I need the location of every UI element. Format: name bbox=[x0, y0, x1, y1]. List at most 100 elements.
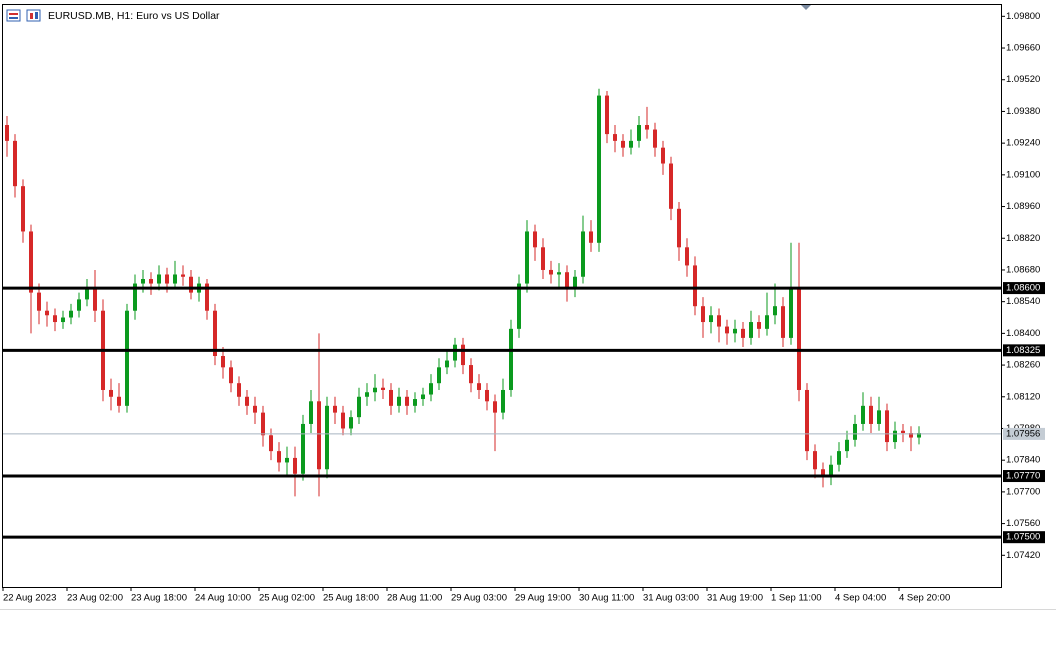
x-tick-label: 1 Sep 11:00 bbox=[771, 593, 822, 604]
x-tick-label: 24 Aug 10:00 bbox=[195, 593, 251, 604]
candle-body bbox=[901, 430, 905, 434]
candle-body bbox=[413, 399, 417, 406]
candle-body bbox=[805, 389, 809, 452]
candle-body bbox=[693, 265, 697, 307]
candle-body bbox=[917, 433, 921, 438]
candle-body bbox=[541, 247, 545, 270]
candle-body bbox=[749, 322, 753, 338]
level-label-box bbox=[1003, 470, 1045, 483]
candle-body bbox=[333, 405, 337, 413]
candle-body bbox=[493, 401, 497, 413]
y-tick-label: 1.08540 bbox=[1006, 296, 1040, 307]
candle-body bbox=[797, 288, 801, 390]
level-label-box bbox=[1003, 531, 1045, 544]
y-tick-label: 1.08960 bbox=[1006, 201, 1040, 212]
candle-body bbox=[317, 401, 321, 470]
candle-body bbox=[37, 292, 41, 311]
x-tick-label: 31 Aug 03:00 bbox=[643, 593, 699, 604]
candle-body bbox=[565, 272, 569, 289]
candle-body bbox=[285, 457, 289, 463]
x-tick-label: 23 Aug 02:00 bbox=[67, 593, 123, 604]
current-price-box bbox=[1003, 427, 1045, 440]
title-icons bbox=[6, 9, 41, 22]
candle-body bbox=[837, 451, 841, 465]
candle-body bbox=[613, 134, 617, 141]
x-tick-label: 25 Aug 02:00 bbox=[259, 593, 315, 604]
candle-body bbox=[189, 276, 193, 293]
candle-body bbox=[357, 396, 361, 418]
candle-body bbox=[893, 430, 897, 443]
candle-body bbox=[341, 412, 345, 429]
x-tick-label: 29 Aug 19:00 bbox=[515, 593, 571, 604]
candle-body bbox=[69, 310, 73, 318]
candle-body bbox=[349, 417, 353, 429]
candle-body bbox=[173, 274, 177, 284]
candle-body bbox=[301, 423, 305, 474]
candle-body bbox=[389, 389, 393, 406]
candle-body bbox=[861, 405, 865, 424]
x-tick-label: 23 Aug 18:00 bbox=[131, 593, 187, 604]
level-label: 1.07770 bbox=[1006, 471, 1040, 482]
y-tick-label: 1.08820 bbox=[1006, 233, 1040, 244]
candle-body bbox=[445, 360, 449, 368]
candle-body bbox=[789, 288, 793, 338]
y-tick-label: 1.07560 bbox=[1006, 518, 1040, 529]
candle-body bbox=[237, 383, 241, 397]
candle-body bbox=[253, 405, 257, 413]
x-tick-label: 31 Aug 19:00 bbox=[707, 593, 763, 604]
candle-body bbox=[557, 272, 561, 275]
candle-body bbox=[261, 412, 265, 436]
candle-body bbox=[677, 208, 681, 248]
candle-body bbox=[877, 410, 881, 424]
candle-body bbox=[845, 439, 849, 452]
candle-body bbox=[29, 231, 33, 293]
candle-body bbox=[653, 129, 657, 148]
candle-body bbox=[117, 396, 121, 406]
candle-body bbox=[485, 389, 489, 402]
x-tick-label: 4 Sep 20:00 bbox=[899, 593, 950, 604]
candle-body bbox=[397, 396, 401, 406]
candle-body bbox=[405, 396, 409, 406]
y-tick-label: 1.08400 bbox=[1006, 328, 1040, 339]
candle-body bbox=[597, 95, 601, 243]
candle-body bbox=[93, 288, 97, 311]
candle-body bbox=[741, 328, 745, 338]
candle-body bbox=[309, 401, 313, 424]
candle-body bbox=[517, 283, 521, 329]
level-label: 1.08325 bbox=[1006, 345, 1040, 356]
shift-marker bbox=[801, 5, 811, 10]
candle-body bbox=[525, 231, 529, 284]
candle-body bbox=[269, 435, 273, 452]
level-label: 1.08600 bbox=[1006, 283, 1040, 294]
candle-body bbox=[477, 383, 481, 390]
candle-body bbox=[277, 451, 281, 463]
x-tick-label: 4 Sep 04:00 bbox=[835, 593, 886, 604]
candle-body bbox=[13, 140, 17, 187]
candle-body bbox=[5, 125, 9, 141]
candle-body bbox=[45, 310, 49, 316]
candle-body bbox=[461, 344, 465, 366]
candle-body bbox=[645, 125, 649, 130]
candle-body bbox=[669, 163, 673, 209]
candle-body bbox=[181, 274, 185, 277]
candle-body bbox=[829, 464, 833, 477]
y-tick-label: 1.09800 bbox=[1006, 11, 1040, 22]
candle-body bbox=[453, 344, 457, 361]
candle-body bbox=[573, 276, 577, 289]
y-tick-label: 1.07420 bbox=[1006, 550, 1040, 561]
candle-body bbox=[909, 433, 913, 438]
candle-body bbox=[781, 306, 785, 338]
candle-body bbox=[53, 315, 57, 323]
candle-body bbox=[429, 383, 433, 395]
candle-body bbox=[885, 410, 889, 443]
candle-body bbox=[821, 469, 825, 477]
y-tick-label: 1.08680 bbox=[1006, 264, 1040, 275]
icon bbox=[30, 13, 33, 19]
plot-frame bbox=[2, 4, 1002, 588]
candle-body bbox=[229, 367, 233, 384]
candle-body bbox=[733, 328, 737, 334]
candle-body bbox=[685, 247, 689, 266]
candle-body bbox=[701, 306, 705, 323]
